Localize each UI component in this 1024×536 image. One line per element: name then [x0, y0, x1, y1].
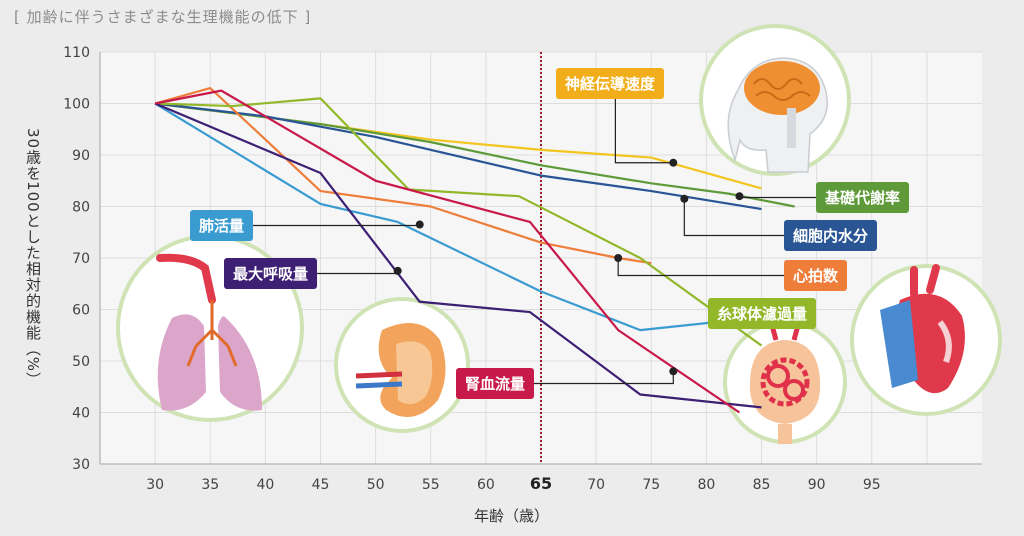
y-tick-label: 40	[72, 406, 90, 422]
x-tick-label: 35	[201, 477, 219, 493]
x-tick-label: 60	[477, 477, 495, 493]
leader-line	[683, 198, 784, 237]
series-label: 最大呼吸量	[224, 258, 318, 289]
x-tick-label: 40	[256, 477, 274, 493]
y-tick-label: 100	[63, 97, 90, 113]
series-label: 神経伝導速度	[556, 68, 665, 99]
series-label: 腎血流量	[456, 368, 535, 399]
x-tick-label: 50	[367, 477, 385, 493]
series-line	[154, 89, 741, 414]
x-tick-label: 85	[753, 477, 771, 493]
kidney-illustration	[334, 297, 470, 433]
series-label: 基礎代謝率	[816, 182, 910, 213]
annotation-leaders	[253, 99, 816, 385]
series-line	[154, 102, 762, 409]
x-tick-label: 45	[312, 477, 330, 493]
brain-illustration	[699, 24, 851, 176]
y-tick-label: 70	[72, 251, 90, 267]
leader-dot	[680, 194, 689, 203]
series-line	[154, 102, 795, 208]
glomerulus-illustration	[723, 317, 847, 444]
series-label: 細胞内水分	[784, 220, 878, 251]
y-tick-label: 50	[72, 354, 90, 370]
tick-labels: 30 40 50 60 70 80 90 100 110 30 35 40 45 50 55 60 65 70 75…	[63, 45, 880, 493]
x-tick-label: 55	[422, 477, 440, 493]
x-tick-label: 80	[697, 477, 715, 493]
leader-dot	[669, 158, 678, 167]
x-tick-label: 90	[808, 477, 826, 493]
leader-dot	[415, 220, 424, 229]
leader-dot	[614, 254, 623, 262]
leader-dot	[735, 192, 744, 201]
y-tick-label: 90	[72, 148, 90, 164]
y-tick-label: 60	[72, 303, 90, 319]
heart-illustration	[850, 264, 1002, 416]
series-label: 肺活量	[190, 210, 254, 241]
leader-dot	[669, 367, 678, 376]
chart-title: [ 加齢に伴うさまざまな生理機能の低下 ]	[14, 8, 312, 26]
series-label: 糸球体濾過量	[708, 298, 817, 329]
x-tick-label: 75	[642, 477, 660, 493]
series-line	[154, 102, 762, 332]
x-axis-title: 年齢（歳）	[474, 507, 550, 525]
leader-line	[614, 99, 674, 164]
y-tick-label: 30	[72, 457, 90, 473]
y-axis-title: 30歳を100とした相対的機能（%）	[24, 128, 42, 388]
leader-line	[617, 258, 784, 277]
y-tick-label: 80	[72, 200, 90, 216]
series-label: 心拍数	[784, 260, 848, 291]
x-tick-label: 95	[863, 477, 881, 493]
y-tick-label: 110	[63, 45, 90, 61]
series-line	[154, 102, 762, 211]
leader-dot	[393, 266, 402, 275]
x-tick-label: 65	[530, 474, 552, 493]
leader-line	[534, 371, 674, 385]
x-tick-label: 70	[587, 477, 605, 493]
x-tick-label: 30	[146, 477, 164, 493]
